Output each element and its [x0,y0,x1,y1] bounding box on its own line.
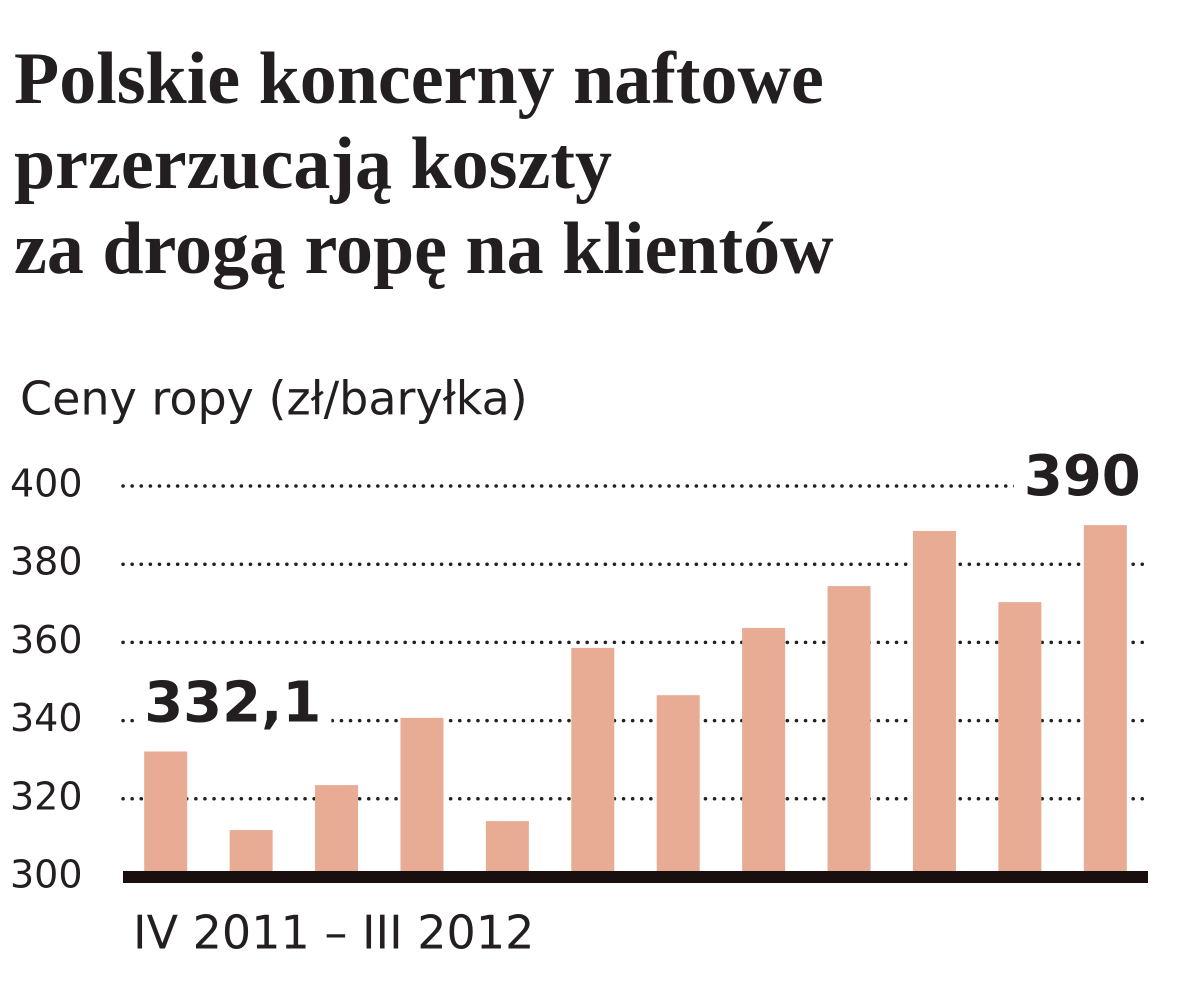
y-tick-label: 320 [10,774,83,818]
chart-title-line: przerzucają koszty [14,123,612,205]
value-label: 390 [1024,444,1141,509]
bar [656,695,700,877]
bar [742,627,786,877]
bar [1083,525,1127,877]
y-tick-label: 360 [10,618,83,662]
bar [485,821,529,877]
y-tick-label: 400 [10,462,83,506]
bar [144,751,188,877]
label-background [134,670,332,736]
x-axis-label: IV 2011 – III 2012 [133,906,534,960]
bar [400,717,444,877]
bar [571,647,615,877]
bar [827,586,871,877]
y-tick-label: 380 [10,540,83,584]
bar [912,530,956,877]
value-label: 332,1 [144,670,321,735]
bar [229,830,273,877]
chart-title-line: za drogą ropę na klientów [14,208,834,290]
y-tick-label: 300 [10,853,83,897]
y-tick-label: 340 [10,696,83,740]
label-background [1013,444,1151,510]
chart-subtitle: Ceny ropy (zł/baryłka) [20,372,528,426]
bar [315,785,359,877]
chart-title-line: Polskie koncerny naftowe [14,38,824,120]
bar [998,602,1042,877]
